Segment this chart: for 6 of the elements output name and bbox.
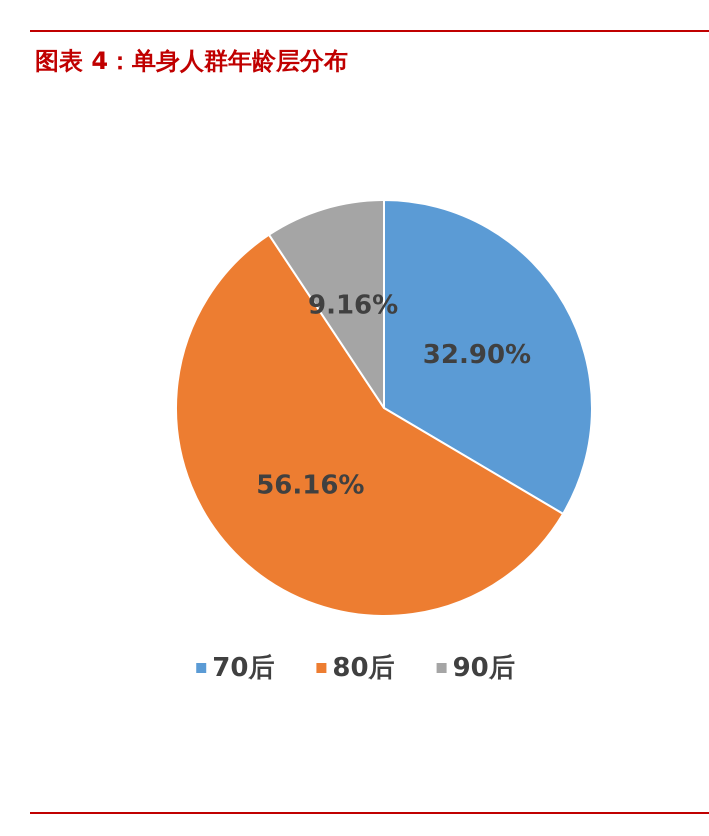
data-label: 56.16%: [256, 470, 364, 501]
legend-label: 90后: [452, 653, 515, 683]
chart-title: 图表 4：单身人群年龄层分布: [35, 47, 348, 75]
legend-label: 70后: [212, 653, 274, 683]
data-label: 32.90%: [422, 340, 532, 370]
legend-label: 80后: [332, 653, 395, 683]
